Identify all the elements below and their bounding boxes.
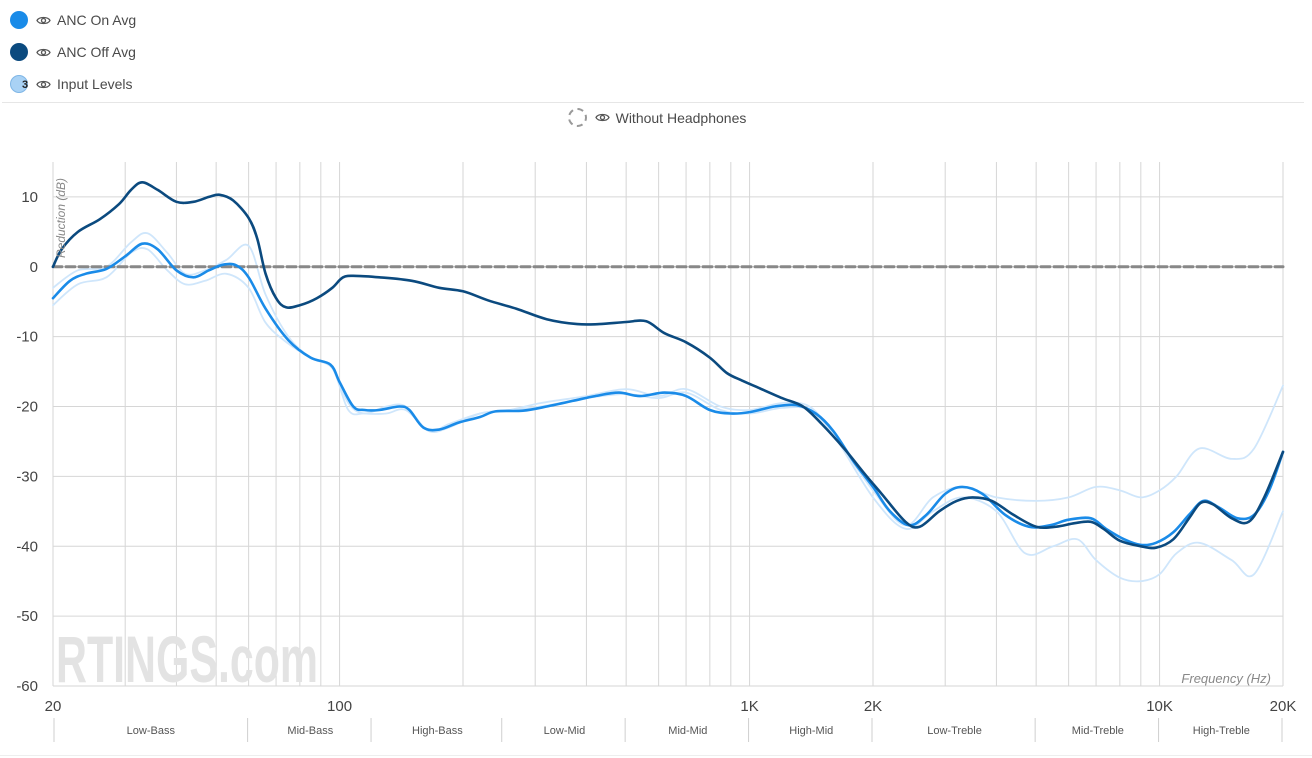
series-line-anc-on-avg (51, 242, 1285, 547)
y-tick-label: -60 (16, 678, 38, 695)
eye-icon[interactable] (36, 79, 51, 90)
y-tick-label: 0 (30, 259, 38, 276)
rtings-watermark: RTINGS.com (56, 622, 318, 696)
x-tick-label: 20 (45, 698, 62, 715)
band-label: High-Treble (1193, 725, 1250, 737)
x-tick-label: 10K (1146, 698, 1173, 715)
band-label: Mid-Mid (668, 725, 707, 737)
bottom-divider (0, 755, 1312, 756)
x-tick-label: 1K (740, 698, 758, 715)
legend-label-anc-off: ANC Off Avg (57, 44, 136, 60)
band-label: Mid-Treble (1072, 725, 1124, 737)
legend-label-input-levels: Input Levels (57, 76, 133, 92)
legend-label-anc-on: ANC On Avg (57, 12, 137, 28)
eye-icon[interactable] (594, 112, 610, 123)
y-tick-label: -50 (16, 608, 38, 625)
band-label: Low-Mid (544, 725, 586, 737)
legend-item-anc-off[interactable]: ANC Off Avg (10, 36, 136, 68)
grid (52, 162, 1284, 687)
x-tick-label: 20K (1270, 698, 1297, 715)
chart-legend: ANC On Avg ANC Off Avg 3 Input Levels (10, 4, 136, 100)
legend-swatch-anc-off[interactable] (10, 43, 28, 61)
y-tick-label: 10 (21, 189, 38, 206)
legend-item-anc-on[interactable]: ANC On Avg (10, 4, 136, 36)
eye-icon[interactable] (36, 47, 51, 58)
x-tick-label: 2K (864, 698, 882, 715)
series-line-anc-off-avg (51, 181, 1285, 550)
band-label: High-Mid (789, 725, 833, 737)
band-label: High-Bass (412, 725, 463, 737)
x-axis-title: Frequency (Hz) (1181, 671, 1271, 686)
series-line-input-levels-lower (52, 247, 1284, 583)
legend-swatch-input-levels[interactable]: 3 (10, 75, 28, 93)
y-tick-label: -30 (16, 468, 38, 485)
legend-item-input-levels[interactable]: 3 Input Levels (10, 68, 136, 100)
input-levels-count-badge: 3 (22, 79, 29, 91)
legend-swatch-without-headphones[interactable] (567, 108, 587, 127)
series (51, 181, 1285, 583)
band-label: Mid-Bass (287, 725, 333, 737)
y-axis-title: Reduction (dB) (54, 178, 68, 258)
y-tick-label: -10 (16, 329, 38, 346)
legend-divider (2, 102, 1304, 103)
x-tick-label: 100 (327, 698, 352, 715)
legend-swatch-anc-on[interactable] (10, 11, 28, 29)
legend-label-without-headphones: Without Headphones (615, 109, 747, 126)
y-tick-label: -40 (16, 538, 38, 555)
y-tick-label: -20 (16, 399, 38, 416)
legend-item-without-headphones[interactable]: Without Headphones (0, 108, 1312, 127)
eye-icon[interactable] (36, 15, 51, 26)
series-line-input-levels-upper (52, 232, 1284, 527)
band-label: Low-Treble (927, 725, 982, 737)
band-label: Low-Bass (127, 725, 176, 737)
